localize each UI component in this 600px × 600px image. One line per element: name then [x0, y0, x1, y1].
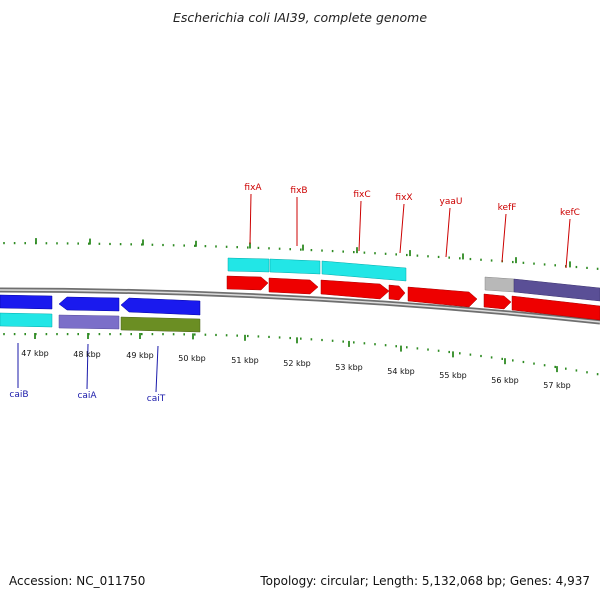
upper-feature-track	[227, 257, 600, 302]
axis-tick-label: 53 kbp	[335, 363, 363, 372]
gene-leader-line	[249, 193, 252, 245]
gene-fixX-arrow[interactable]	[388, 284, 406, 301]
gene-fixA-arrow[interactable]	[226, 275, 269, 291]
accession-label: Accession: NC_011750	[9, 574, 146, 588]
gene-leader-line	[501, 213, 507, 263]
gene-label-fixX[interactable]: fixX	[395, 193, 412, 203]
axis-tick-label: 54 kbp	[387, 367, 415, 376]
lower-feature-track	[0, 312, 201, 333]
gene-label-caiA[interactable]: caiA	[77, 391, 97, 401]
upper-gene-track	[226, 275, 600, 321]
gene-caiB-arrow[interactable]	[0, 294, 53, 310]
gene-label-kefF[interactable]: kefF	[498, 203, 517, 213]
genome-summary: Topology: circular; Length: 5,132,068 bp…	[260, 574, 590, 588]
lower-gene-track	[0, 294, 201, 316]
gene-yaaU-arrow[interactable]	[407, 286, 478, 308]
axis-tick-label: 55 kbp	[439, 371, 467, 380]
axis-tick-label: 49 kbp	[126, 351, 154, 360]
gene-kefF-arrow[interactable]	[483, 293, 512, 310]
outer-tick-ring	[3, 238, 599, 270]
axis-tick-label: 51 kbp	[231, 356, 259, 365]
top-gene-labels: fixA fixB fixC fixX yaaU kefF kefC	[244, 183, 580, 269]
gene-caiT-arrow[interactable]	[120, 297, 201, 316]
feature-fixB-cds[interactable]	[269, 258, 321, 275]
axis-tick-label: 50 kbp	[178, 354, 206, 363]
gene-label-fixB[interactable]: fixB	[290, 186, 307, 196]
gene-leader-line	[565, 218, 571, 269]
feature-caiA-cds[interactable]	[58, 314, 120, 330]
gene-label-fixA[interactable]: fixA	[244, 183, 262, 193]
gene-fixB-arrow[interactable]	[268, 277, 319, 295]
kbp-axis-labels: 47 kbp 48 kbp 49 kbp 50 kbp 51 kbp 52 kbp 53 k…	[21, 349, 571, 390]
feature-fixC-cds[interactable]	[321, 260, 407, 282]
gene-label-fixC[interactable]: fixC	[353, 190, 370, 200]
genome-title: Escherichia coli IAI39, complete genome	[172, 10, 428, 25]
gene-label-caiB[interactable]: caiB	[9, 390, 28, 400]
axis-tick-label: 48 kbp	[73, 350, 101, 359]
inner-tick-ring	[3, 333, 599, 376]
gene-leader-line	[155, 345, 159, 393]
gene-kefC-arrow[interactable]	[511, 295, 600, 321]
feature-caiB-cds[interactable]	[0, 312, 53, 328]
gene-fixC-arrow[interactable]	[320, 279, 390, 300]
feature-kefF-cds[interactable]	[484, 276, 515, 293]
axis-tick-label: 56 kbp	[491, 376, 519, 385]
feature-kefC-cds[interactable]	[513, 278, 600, 302]
axis-tick-label: 52 kbp	[283, 359, 311, 368]
gene-leader-line	[86, 343, 89, 390]
feature-caiT-cds[interactable]	[120, 316, 201, 333]
gene-caiA-arrow[interactable]	[58, 296, 120, 312]
feature-fixA-cds[interactable]	[227, 257, 270, 273]
gene-label-kefC[interactable]: kefC	[560, 208, 580, 218]
bottom-gene-labels: caiB caiA caiT	[9, 343, 166, 404]
gene-leader-line	[445, 207, 451, 258]
gene-leader-line	[358, 200, 362, 252]
gene-leader-line	[399, 203, 405, 254]
gene-label-caiT[interactable]: caiT	[147, 394, 166, 404]
gene-label-yaaU[interactable]: yaaU	[440, 197, 463, 207]
axis-tick-label: 57 kbp	[543, 381, 571, 390]
genome-backbone-highlight	[0, 289, 600, 323]
axis-tick-label: 47 kbp	[21, 349, 49, 358]
